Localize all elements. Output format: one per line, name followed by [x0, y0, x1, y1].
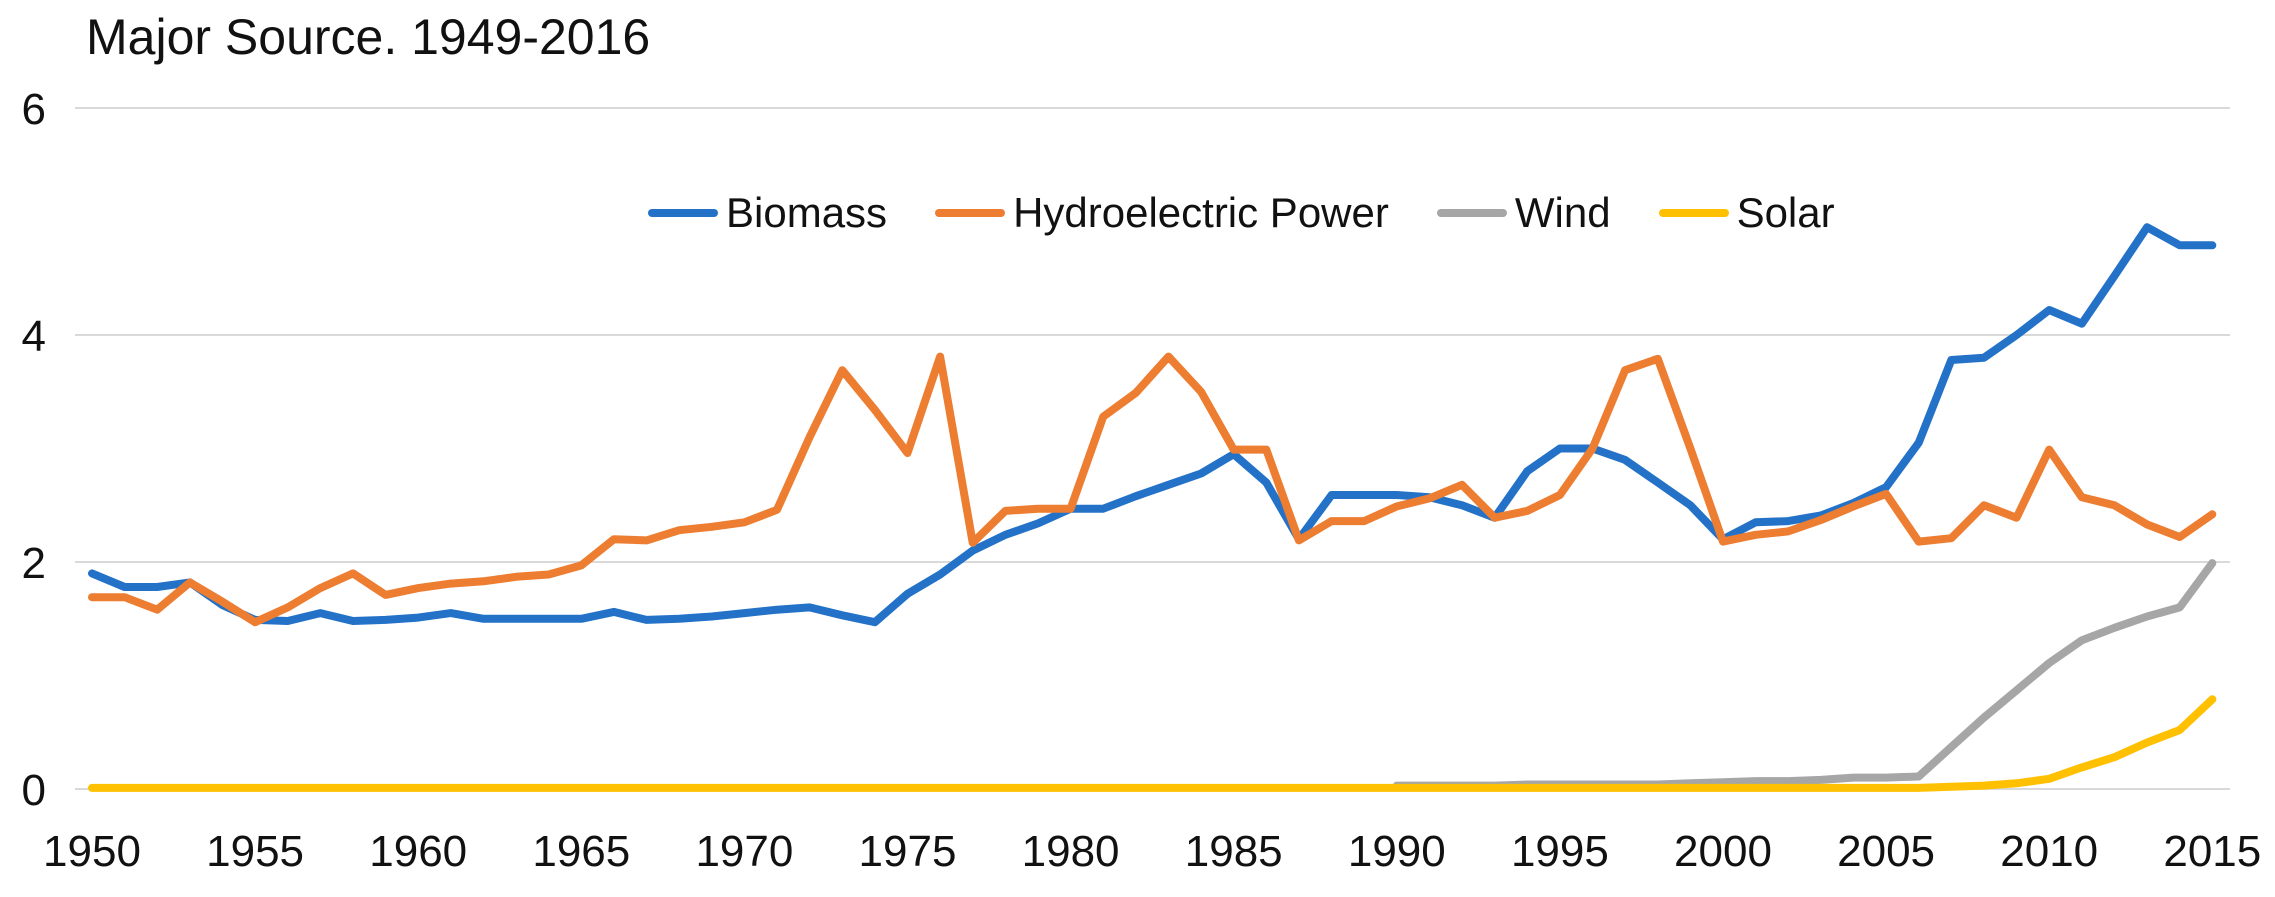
x-tick-label-1955: 1955 — [206, 827, 304, 876]
wind-line-swatch-icon — [1436, 209, 1507, 217]
legend-item-biomass: Biomass — [648, 189, 887, 237]
y-tick-label-2: 2 — [22, 539, 46, 588]
biomass-line-swatch-icon — [648, 209, 718, 217]
x-tick-label-2010: 2010 — [2000, 827, 2098, 876]
legend-label-hydroelectric-power: Hydroelectric Power — [1013, 189, 1389, 236]
chart-title: Major Source. 1949-2016 — [86, 9, 651, 65]
legend-item-hydroelectric-power: Hydroelectric Power — [935, 189, 1389, 237]
legend-item-solar: Solar — [1658, 189, 1835, 237]
y-tick-label-6: 6 — [22, 85, 46, 134]
hydroelectric-power-line — [88, 352, 2217, 627]
x-tick-label-1980: 1980 — [1022, 827, 1120, 876]
x-tick-label-1985: 1985 — [1185, 827, 1283, 876]
x-tick-label-2005: 2005 — [1837, 827, 1935, 876]
y-tick-label-0: 0 — [22, 766, 46, 815]
solar-line — [88, 695, 2217, 792]
x-tick-label-2000: 2000 — [1674, 827, 1772, 876]
legend-item-wind: Wind — [1436, 189, 1611, 237]
legend: Biomass Hydroelectric Power Wind Solar — [648, 189, 1835, 237]
hydroelectric-line-swatch-icon — [935, 209, 1006, 217]
legend-label-wind: Wind — [1514, 189, 1611, 236]
solar-line-swatch-icon — [1658, 209, 1729, 217]
y-tick-label-4: 4 — [22, 312, 46, 361]
x-tick-label-1995: 1995 — [1511, 827, 1609, 876]
legend-label-solar: Solar — [1736, 189, 1835, 236]
x-tick-label-1960: 1960 — [369, 827, 467, 876]
x-tick-label-1970: 1970 — [695, 827, 793, 876]
x-tick-label-1950: 1950 — [43, 827, 141, 876]
x-tick-label-2015: 2015 — [2163, 827, 2261, 876]
x-tick-label-1965: 1965 — [532, 827, 630, 876]
x-tick-label-1990: 1990 — [1348, 827, 1446, 876]
wind-line — [1392, 559, 2217, 790]
x-tick-label-1975: 1975 — [859, 827, 957, 876]
legend-label-biomass: Biomass — [726, 189, 888, 236]
